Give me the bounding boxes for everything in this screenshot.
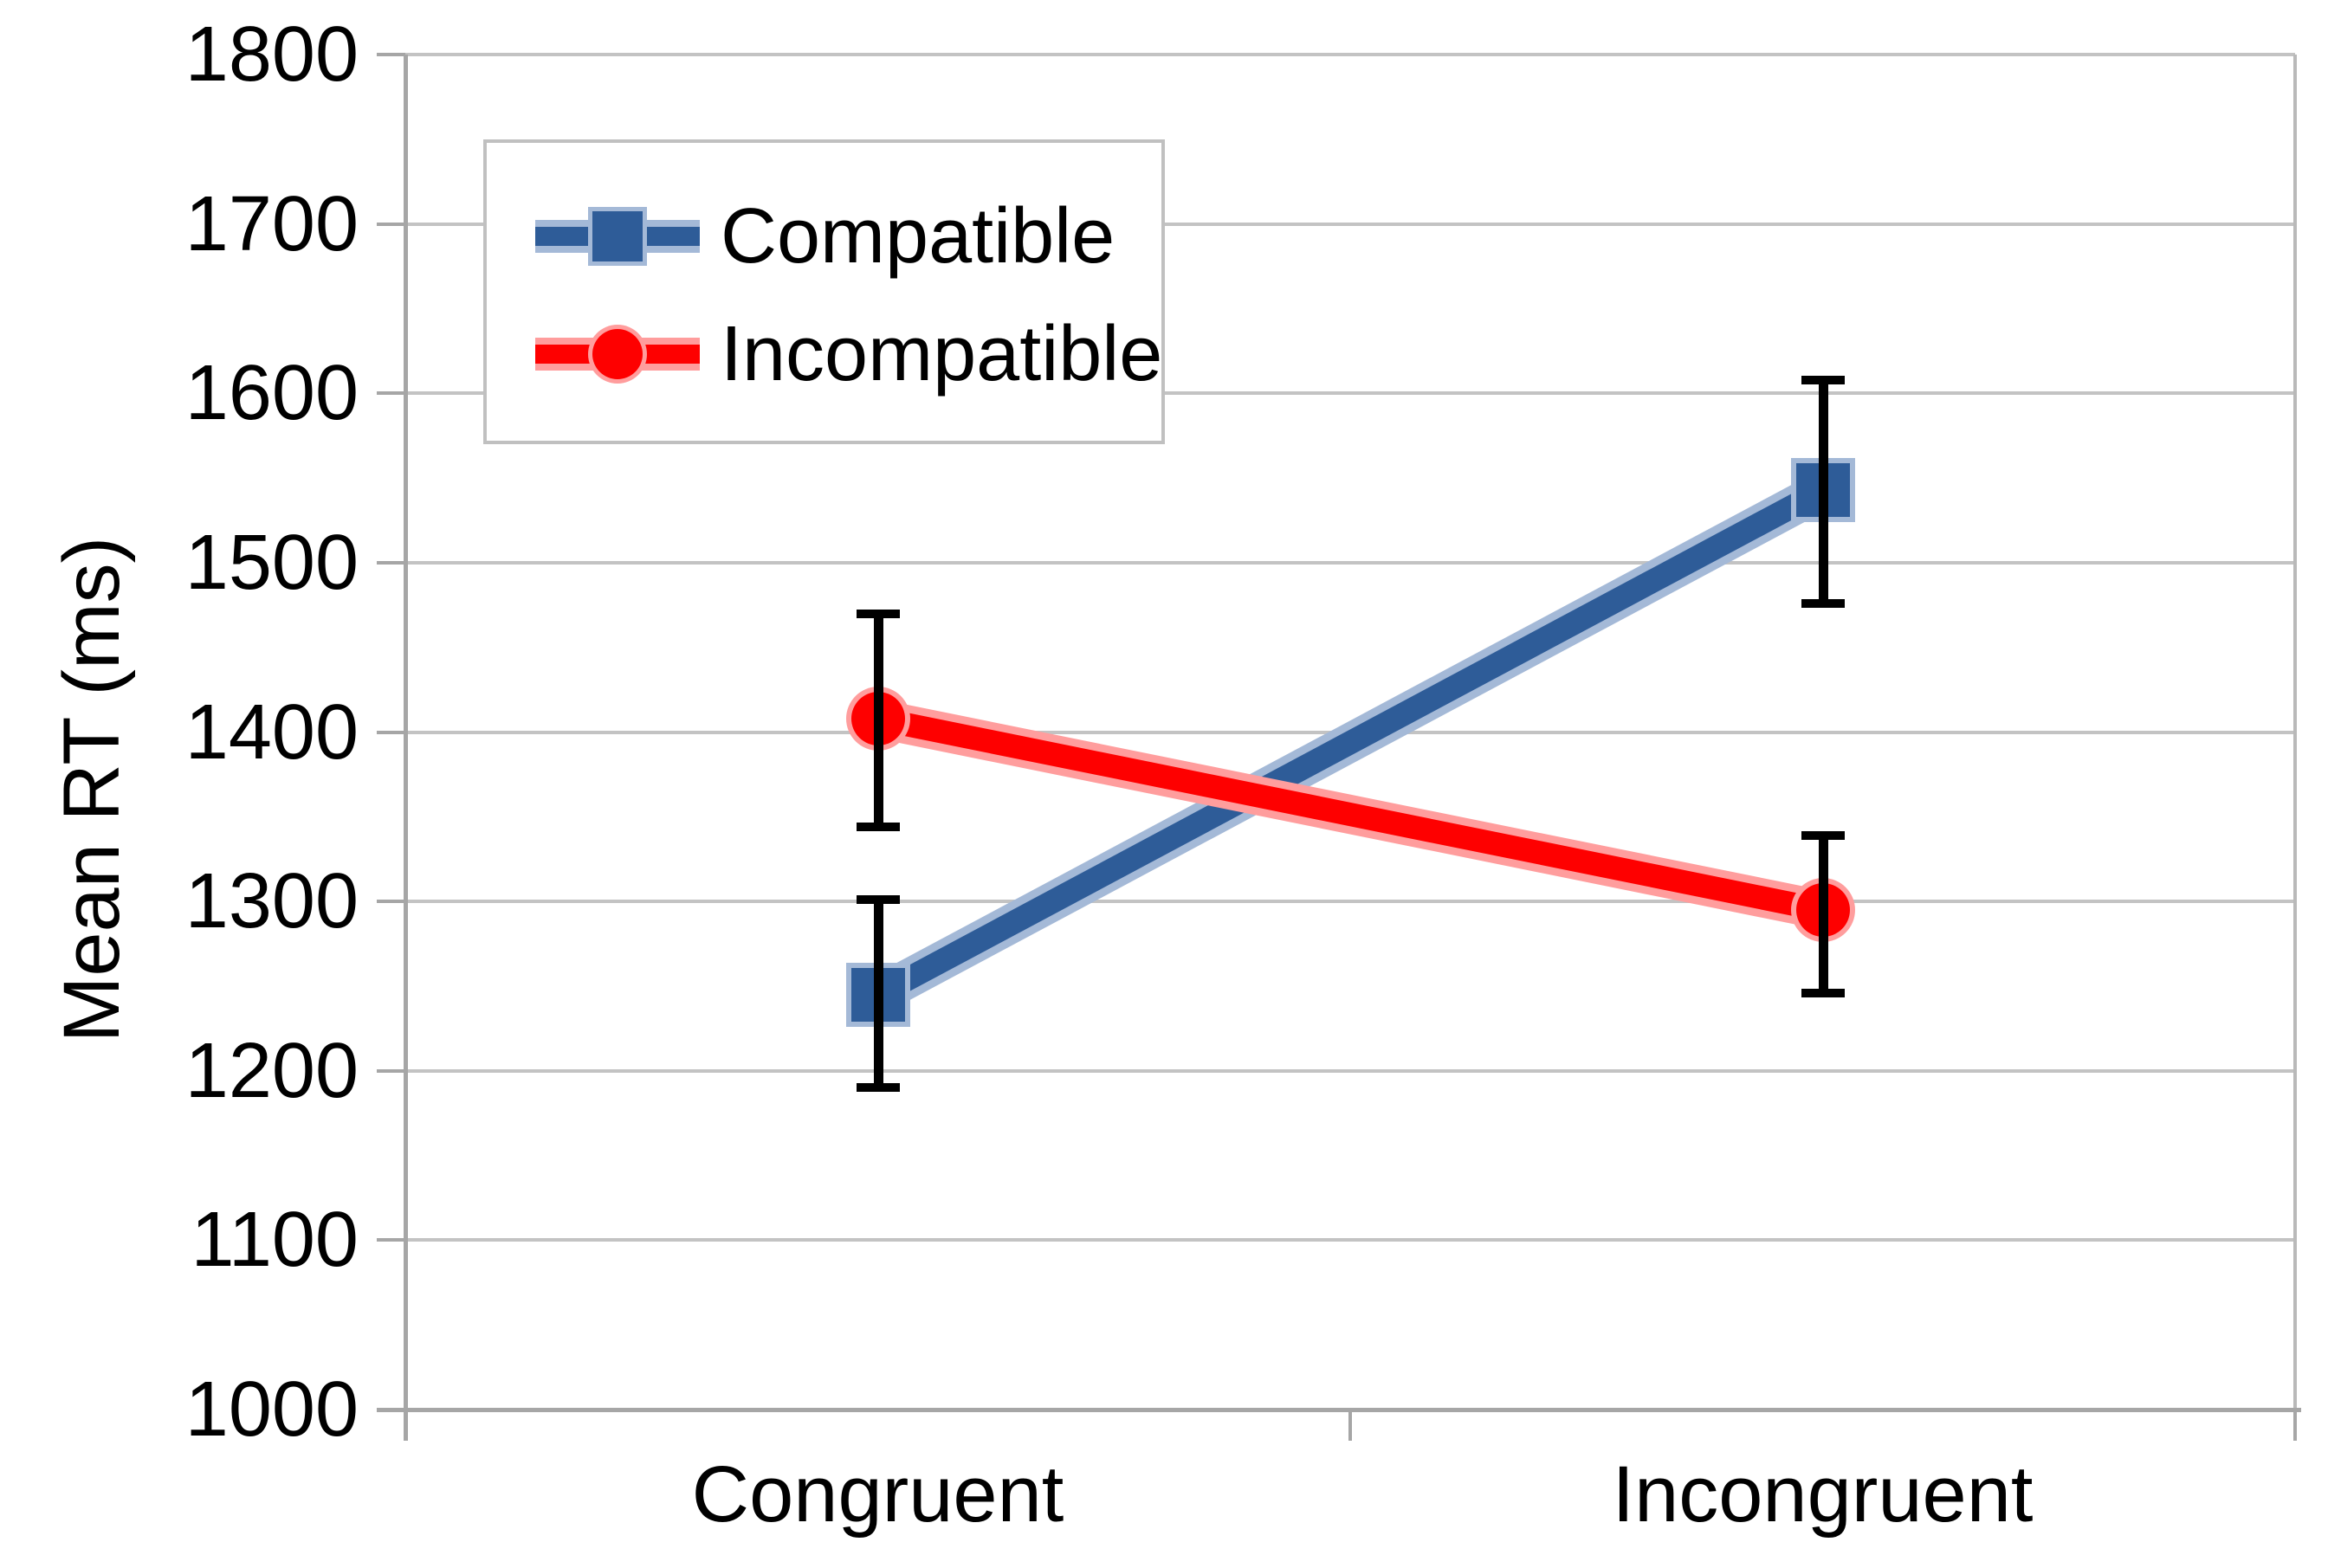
legend-label-incompatible: Incompatible	[721, 311, 1163, 397]
gridline	[405, 391, 2295, 396]
error-bar-cap-bottom	[1801, 598, 1845, 608]
y-axis-title: Mean RT (ms)	[48, 536, 136, 1043]
x-category-label: Congruent	[691, 1450, 1064, 1539]
x-axis-line	[377, 1408, 2301, 1412]
error-bar-line	[1818, 379, 1828, 603]
legend-compatible-marker	[592, 211, 643, 261]
y-tick-label: 1400	[184, 688, 359, 776]
error-bar-cap-bottom	[856, 823, 900, 832]
error-bar-cap-top	[856, 895, 900, 905]
y-tick-label: 1700	[184, 180, 359, 268]
y-tick-label: 1800	[184, 11, 359, 98]
gridline	[405, 1238, 2295, 1242]
y-tick	[377, 900, 405, 904]
y-axis-line	[404, 55, 408, 1441]
x-axis-tick	[2293, 1410, 2297, 1441]
error-bar-cap-bottom	[856, 1083, 900, 1093]
x-category-label: Incongruent	[1612, 1450, 2034, 1539]
plot-right-border	[2293, 55, 2297, 1410]
legend-incompatible-marker	[592, 329, 643, 379]
gridline	[405, 1068, 2295, 1073]
y-tick-label: 1100	[191, 1197, 359, 1284]
y-tick	[377, 560, 405, 565]
y-tick	[377, 391, 405, 396]
error-bar-line	[873, 900, 883, 1088]
error-bar-line	[1818, 835, 1828, 993]
legend-box: Compatible Incompatible	[483, 139, 1165, 444]
y-tick-label: 1300	[184, 858, 359, 945]
error-bar-cap-top	[1801, 830, 1845, 840]
gridline	[405, 900, 2295, 904]
error-bar-cap-top	[1801, 375, 1845, 384]
y-tick	[377, 1238, 405, 1242]
error-bar-line	[873, 613, 883, 828]
y-tick-label: 1600	[184, 350, 359, 437]
y-tick-label: 1500	[184, 519, 359, 606]
gridline	[405, 560, 2295, 565]
y-tick-label: 1200	[184, 1027, 359, 1114]
y-tick	[377, 53, 405, 56]
gridline	[405, 222, 2295, 226]
gridline	[405, 53, 2295, 56]
y-tick	[377, 222, 405, 226]
y-tick	[377, 1068, 405, 1073]
legend-label-compatible: Compatible	[721, 193, 1116, 280]
error-bar-cap-top	[856, 609, 900, 618]
error-bar-cap-bottom	[1801, 988, 1845, 997]
y-tick-label: 1000	[184, 1366, 359, 1453]
x-axis-tick	[1348, 1410, 1352, 1441]
y-tick	[377, 730, 405, 734]
